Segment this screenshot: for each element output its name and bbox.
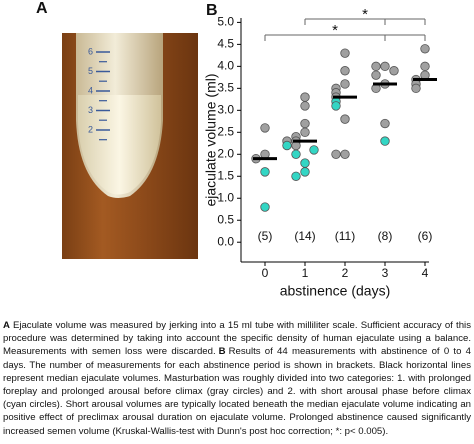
data-point <box>340 149 350 159</box>
tube-scale-label: 4 <box>88 85 93 95</box>
data-point <box>291 149 301 159</box>
data-point <box>300 158 310 168</box>
x-tick-label: 3 <box>382 266 389 280</box>
data-point <box>380 61 390 72</box>
caption-label: B <box>218 346 226 358</box>
data-point <box>300 118 310 129</box>
y-tick-label: 1.0 <box>217 190 234 204</box>
y-tick-label: 3.5 <box>217 81 234 95</box>
significance-label: * <box>332 22 338 39</box>
y-tick-label: 4.0 <box>217 59 234 73</box>
panel-label: B <box>206 2 218 19</box>
tube-scale-label: 3 <box>88 105 93 115</box>
y-tick-label: 1.5 <box>217 168 234 182</box>
data-point <box>340 66 350 76</box>
y-tick-label: 3.0 <box>217 102 234 116</box>
count-label: (8) <box>378 229 393 243</box>
x-tick-label: 2 <box>342 266 349 280</box>
data-point <box>340 114 350 124</box>
data-point <box>371 70 381 80</box>
data-point <box>331 101 341 111</box>
y-tick-label: 0.0 <box>217 234 234 248</box>
count-label: (5) <box>258 229 273 243</box>
data-point <box>282 140 292 151</box>
data-point <box>420 61 430 72</box>
data-point <box>380 118 390 129</box>
tube-scale-label: 6 <box>88 46 93 56</box>
data-point <box>300 101 310 111</box>
y-tick-label: 0.5 <box>217 212 234 226</box>
caption: A Ejaculate volume was measured by jerkin… <box>3 319 471 438</box>
data-point <box>260 202 270 212</box>
x-tick-label: 4 <box>422 266 429 280</box>
y-tick-label: 5.0 <box>217 15 234 29</box>
data-point <box>340 48 350 58</box>
tube-scale: 6 5 4 3 2 <box>88 46 110 141</box>
count-label: (14) <box>294 229 315 243</box>
data-point <box>291 171 301 181</box>
data-point <box>411 83 421 94</box>
data-point <box>340 79 350 89</box>
x-tick-label: 0 <box>262 266 269 280</box>
y-axis-label: ejaculate volume (ml) <box>203 73 219 206</box>
chart: 0.0 0.5 1.0 1.5 2.0 2.5 3.0 3.5 4.0 4.5 5.0 0 1 2 3 4 ab… <box>203 6 437 299</box>
data-point <box>300 127 310 138</box>
data-point <box>300 167 310 177</box>
data-point <box>300 92 310 102</box>
figure: A B 6 5 4 3 2 0.0 0.5 1.0 1.5 2.0 2.5 3.0 3.5 4.0 4.5… <box>36 0 437 299</box>
caption-label: A <box>3 320 10 331</box>
caption-text: Results of 44 measurements with abstinen… <box>3 346 471 437</box>
tube-scale-label: 5 <box>88 66 93 76</box>
data-point <box>331 149 341 159</box>
data-point <box>420 44 430 54</box>
data-point <box>260 123 270 133</box>
panel-label: A <box>36 0 48 17</box>
x-axis-label: abstinence (days) <box>280 283 391 299</box>
data-point <box>380 136 390 146</box>
data-point <box>260 167 270 177</box>
x-tick-label: 1 <box>302 266 309 280</box>
y-tick-label: 4.5 <box>217 37 234 51</box>
count-label: (11) <box>335 229 355 243</box>
data-point <box>309 145 319 155</box>
data-point <box>389 66 399 76</box>
caption-text: Ejaculate volume was measured by jerking… <box>3 320 471 358</box>
y-tick-label: 2.0 <box>217 146 234 160</box>
photo: 6 5 4 3 2 <box>62 33 198 259</box>
y-tick-label: 2.5 <box>217 124 234 138</box>
tube-content <box>78 95 161 195</box>
count-label: (6) <box>418 229 433 243</box>
data-point <box>371 61 381 72</box>
tube-scale-label: 2 <box>88 124 93 134</box>
significance-label: * <box>362 6 368 23</box>
